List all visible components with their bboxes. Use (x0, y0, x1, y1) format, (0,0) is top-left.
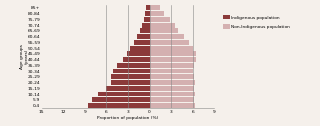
Bar (142, 23, 150, 28)
Bar (150, 74, 194, 79)
Bar (111, 80, 150, 85)
Bar (150, 103, 195, 108)
Bar (150, 63, 194, 68)
Y-axis label: Age groups
(years): Age groups (years) (20, 44, 29, 69)
Bar (150, 69, 193, 73)
Bar (150, 97, 194, 102)
Bar (150, 57, 196, 62)
Bar (123, 57, 150, 62)
Bar (111, 74, 150, 79)
Bar (88, 103, 150, 108)
X-axis label: Proportion of population (%): Proportion of population (%) (97, 116, 159, 120)
Bar (150, 34, 184, 39)
Bar (145, 11, 150, 16)
Bar (150, 46, 193, 51)
Bar (150, 23, 175, 28)
Bar (130, 46, 150, 51)
Bar (113, 69, 150, 73)
Bar (98, 92, 150, 96)
Bar (150, 51, 196, 56)
Bar (126, 51, 150, 56)
Bar (117, 63, 150, 68)
Bar (150, 80, 195, 85)
Bar (144, 17, 150, 22)
Bar (137, 34, 150, 39)
Bar (150, 17, 170, 22)
Bar (150, 86, 194, 91)
Bar (140, 28, 150, 33)
Bar (150, 28, 179, 33)
Bar (150, 11, 164, 16)
Bar (106, 86, 150, 91)
Bar (134, 40, 150, 45)
Bar (92, 97, 150, 102)
Legend: Indigenous population, Non-Indigenous population: Indigenous population, Non-Indigenous po… (223, 15, 290, 29)
Bar (150, 40, 189, 45)
Bar (150, 5, 160, 10)
Bar (146, 5, 150, 10)
Bar (150, 92, 195, 96)
